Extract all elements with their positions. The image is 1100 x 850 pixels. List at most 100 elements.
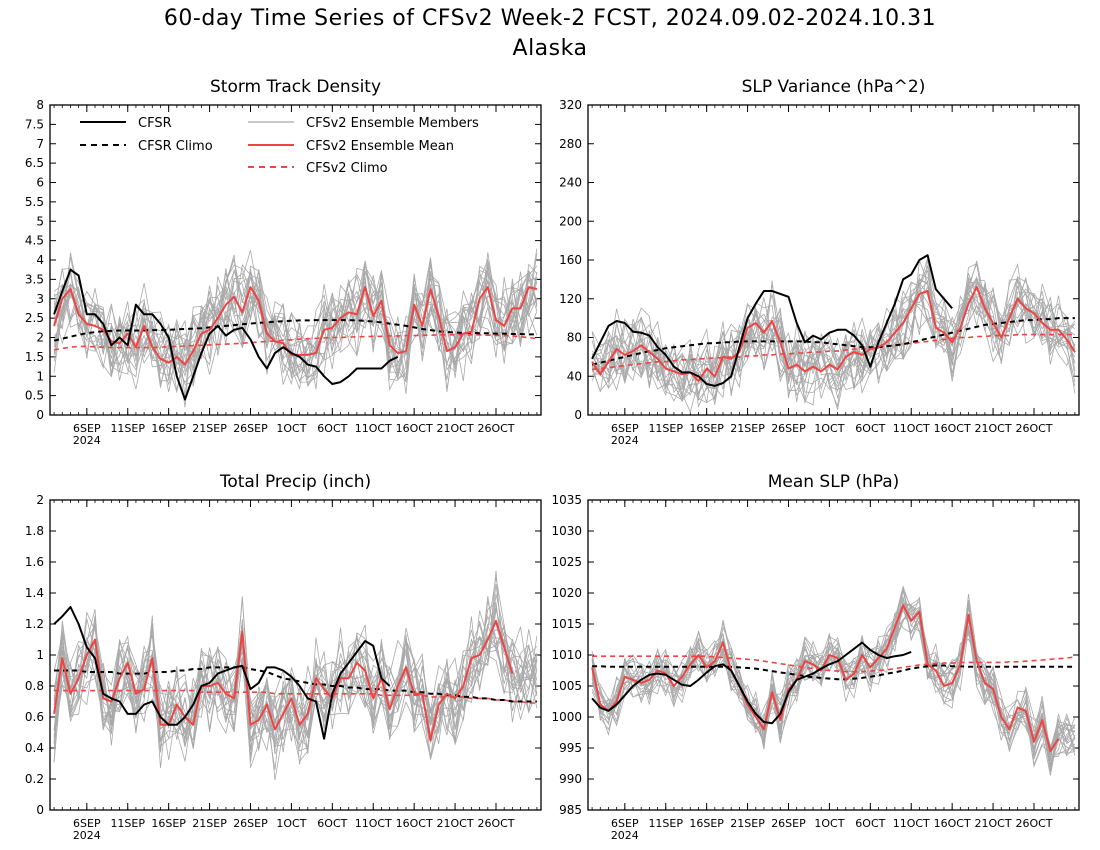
- y-tick-label: 1: [36, 648, 44, 662]
- y-tick-label: 0.4: [25, 741, 44, 755]
- x-tick-label: 11SEP: [648, 817, 683, 830]
- plot-frame: [49, 104, 542, 416]
- ensemble-member-line: [591, 606, 1076, 768]
- cfsr-line: [53, 606, 391, 740]
- ens-mean-line: [591, 286, 1076, 383]
- x-tick-label: 16OCT: [396, 422, 433, 435]
- plot-frame: [587, 499, 1080, 811]
- y-tick-label: 0.6: [25, 710, 44, 724]
- x-tick-label: 26OCT: [477, 817, 514, 830]
- y-tick-label: 985: [559, 803, 582, 817]
- y-tick-label: 1015: [551, 617, 582, 631]
- x-tick-label: 6SEP: [73, 422, 101, 435]
- y-tick-label: 8: [36, 98, 44, 112]
- x-tick-label: 21OCT: [437, 422, 474, 435]
- cfsr-climo-line: [53, 319, 537, 342]
- panel-title: Total Precip (inch): [219, 472, 371, 492]
- y-tick-label: 3.5: [25, 272, 44, 286]
- y-tick-label: 0.8: [25, 679, 44, 693]
- y-tick-label: 1: [36, 369, 44, 383]
- y-tick-label: 1020: [551, 586, 582, 600]
- ensemble-member-line: [53, 628, 538, 752]
- ensemble-member-line: [53, 256, 538, 386]
- figure-region: Alaska: [512, 36, 588, 61]
- ensemble-member-line: [53, 268, 538, 398]
- x-year-label: 2024: [611, 829, 639, 842]
- x-tick-label: 11OCT: [893, 422, 930, 435]
- panel-3: Total Precip (inch) 0 0.2 0.4 0.6 0.8 1 1.2 1.4 1…: [25, 472, 542, 842]
- x-tick-label: 1OCT: [814, 817, 844, 830]
- ens-mean-line: [591, 604, 1060, 753]
- y-tick-label: 80: [567, 331, 582, 345]
- panel-title: SLP Variance (hPa^2): [742, 77, 926, 97]
- legend-label-cfsr-climo: CFSR Climo: [138, 139, 213, 154]
- plot-frame: [587, 104, 1080, 416]
- ensemble-member-line: [591, 590, 1076, 757]
- x-tick-label: 16OCT: [396, 817, 433, 830]
- x-tick-label: 6OCT: [317, 817, 347, 830]
- legend-label-members: CFSv2 Ensemble Members: [306, 116, 479, 131]
- panel-1: Storm Track Density 0 0.5 1 1.5 2 2.5 3 3.5 4 4.5 5…: [25, 77, 542, 447]
- y-tick-label: 2: [36, 331, 44, 345]
- y-tick-label: 5: [36, 214, 44, 228]
- x-tick-label: 16OCT: [934, 422, 971, 435]
- cfsr-line: [591, 254, 953, 387]
- y-tick-label: 1.4: [25, 586, 44, 600]
- x-tick-label: 26OCT: [477, 422, 514, 435]
- y-tick-label: 1030: [551, 524, 582, 538]
- ensemble-member-line: [591, 264, 1076, 410]
- y-tick-label: 1035: [551, 493, 582, 507]
- y-tick-label: 1025: [551, 555, 582, 569]
- ensemble-member-line: [53, 583, 538, 765]
- legend-label-ens-mean: CFSv2 Ensemble Mean: [306, 139, 454, 154]
- x-tick-label: 11SEP: [648, 422, 683, 435]
- x-tick-label: 6SEP: [73, 817, 101, 830]
- ens-mean-line: [53, 619, 514, 742]
- panel-2: SLP Variance (hPa^2) 0 40 80 120 160 200 240 280…: [559, 77, 1080, 447]
- ensemble-member-line: [592, 280, 1076, 401]
- ensemble-member-line: [591, 281, 1076, 393]
- panel-4: Mean SLP (hPa) 985 990 995 1000 1005 1010 1015 1…: [551, 472, 1080, 842]
- legend: CFSR CFSR Climo CFSv2 Ensemble Members CFSv…: [80, 116, 479, 176]
- x-tick-label: 6OCT: [855, 422, 885, 435]
- x-tick-label: 1OCT: [276, 422, 306, 435]
- y-tick-label: 4: [36, 253, 44, 267]
- y-tick-label: 7: [36, 137, 44, 151]
- x-tick-label: 21SEP: [730, 817, 765, 830]
- y-tick-label: 0.2: [25, 772, 44, 786]
- ensemble-member-line: [53, 252, 538, 386]
- y-tick-label: 200: [559, 214, 582, 228]
- x-year-label: 2024: [73, 434, 101, 447]
- y-tick-label: 1.5: [25, 350, 44, 364]
- y-tick-label: 0: [36, 408, 44, 422]
- y-tick-label: 120: [559, 292, 582, 306]
- y-tick-label: 2.5: [25, 311, 44, 325]
- y-tick-label: 160: [559, 253, 582, 267]
- y-tick-label: 6: [36, 176, 44, 190]
- ensemble-member-line: [591, 602, 1076, 752]
- y-tick-label: 1005: [551, 679, 582, 693]
- x-tick-label: 21SEP: [730, 422, 765, 435]
- ensemble-member-line: [591, 257, 1076, 394]
- y-tick-label: 0: [574, 408, 582, 422]
- x-tick-label: 16OCT: [934, 817, 971, 830]
- y-tick-label: 7.5: [25, 117, 44, 131]
- y-tick-label: 0.5: [25, 389, 44, 403]
- y-tick-label: 2: [36, 493, 44, 507]
- x-year-label: 2024: [73, 829, 101, 842]
- cfsr-line: [591, 641, 912, 725]
- ensemble-member-line: [591, 588, 1076, 773]
- ensemble-member-line: [591, 608, 1076, 767]
- x-tick-label: 1OCT: [814, 422, 844, 435]
- x-tick-label: 16SEP: [151, 422, 186, 435]
- x-tick-label: 11SEP: [110, 817, 145, 830]
- x-tick-label: 26SEP: [771, 422, 806, 435]
- ensemble-member-line: [53, 261, 538, 390]
- cfsr-line: [53, 268, 399, 401]
- ensemble-member-line: [53, 270, 538, 385]
- legend-label-cfsr: CFSR: [138, 116, 172, 131]
- x-tick-label: 21SEP: [192, 422, 227, 435]
- ensemble-member-line: [591, 276, 1076, 396]
